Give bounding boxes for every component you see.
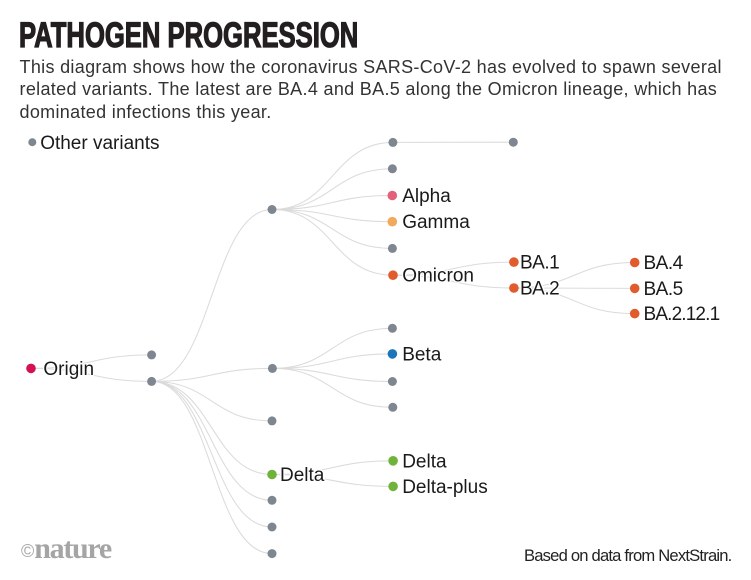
svg-text:Other variants: Other variants: [40, 133, 159, 154]
svg-text:Gamma: Gamma: [402, 212, 470, 233]
svg-text:BA.2.12.1: BA.2.12.1: [644, 304, 720, 325]
svg-text:BA.5: BA.5: [644, 279, 683, 300]
svg-text:Delta: Delta: [402, 451, 447, 472]
svg-text:Beta: Beta: [402, 344, 442, 365]
svg-text:BA.2: BA.2: [520, 279, 559, 300]
svg-text:Delta: Delta: [280, 465, 325, 486]
svg-text:Origin: Origin: [43, 359, 94, 380]
svg-text:BA.4: BA.4: [644, 253, 684, 274]
svg-text:BA.1: BA.1: [520, 253, 559, 274]
svg-text:Delta-plus: Delta-plus: [402, 477, 488, 498]
svg-text:Omicron: Omicron: [402, 266, 474, 287]
svg-text:Alpha: Alpha: [402, 186, 451, 207]
